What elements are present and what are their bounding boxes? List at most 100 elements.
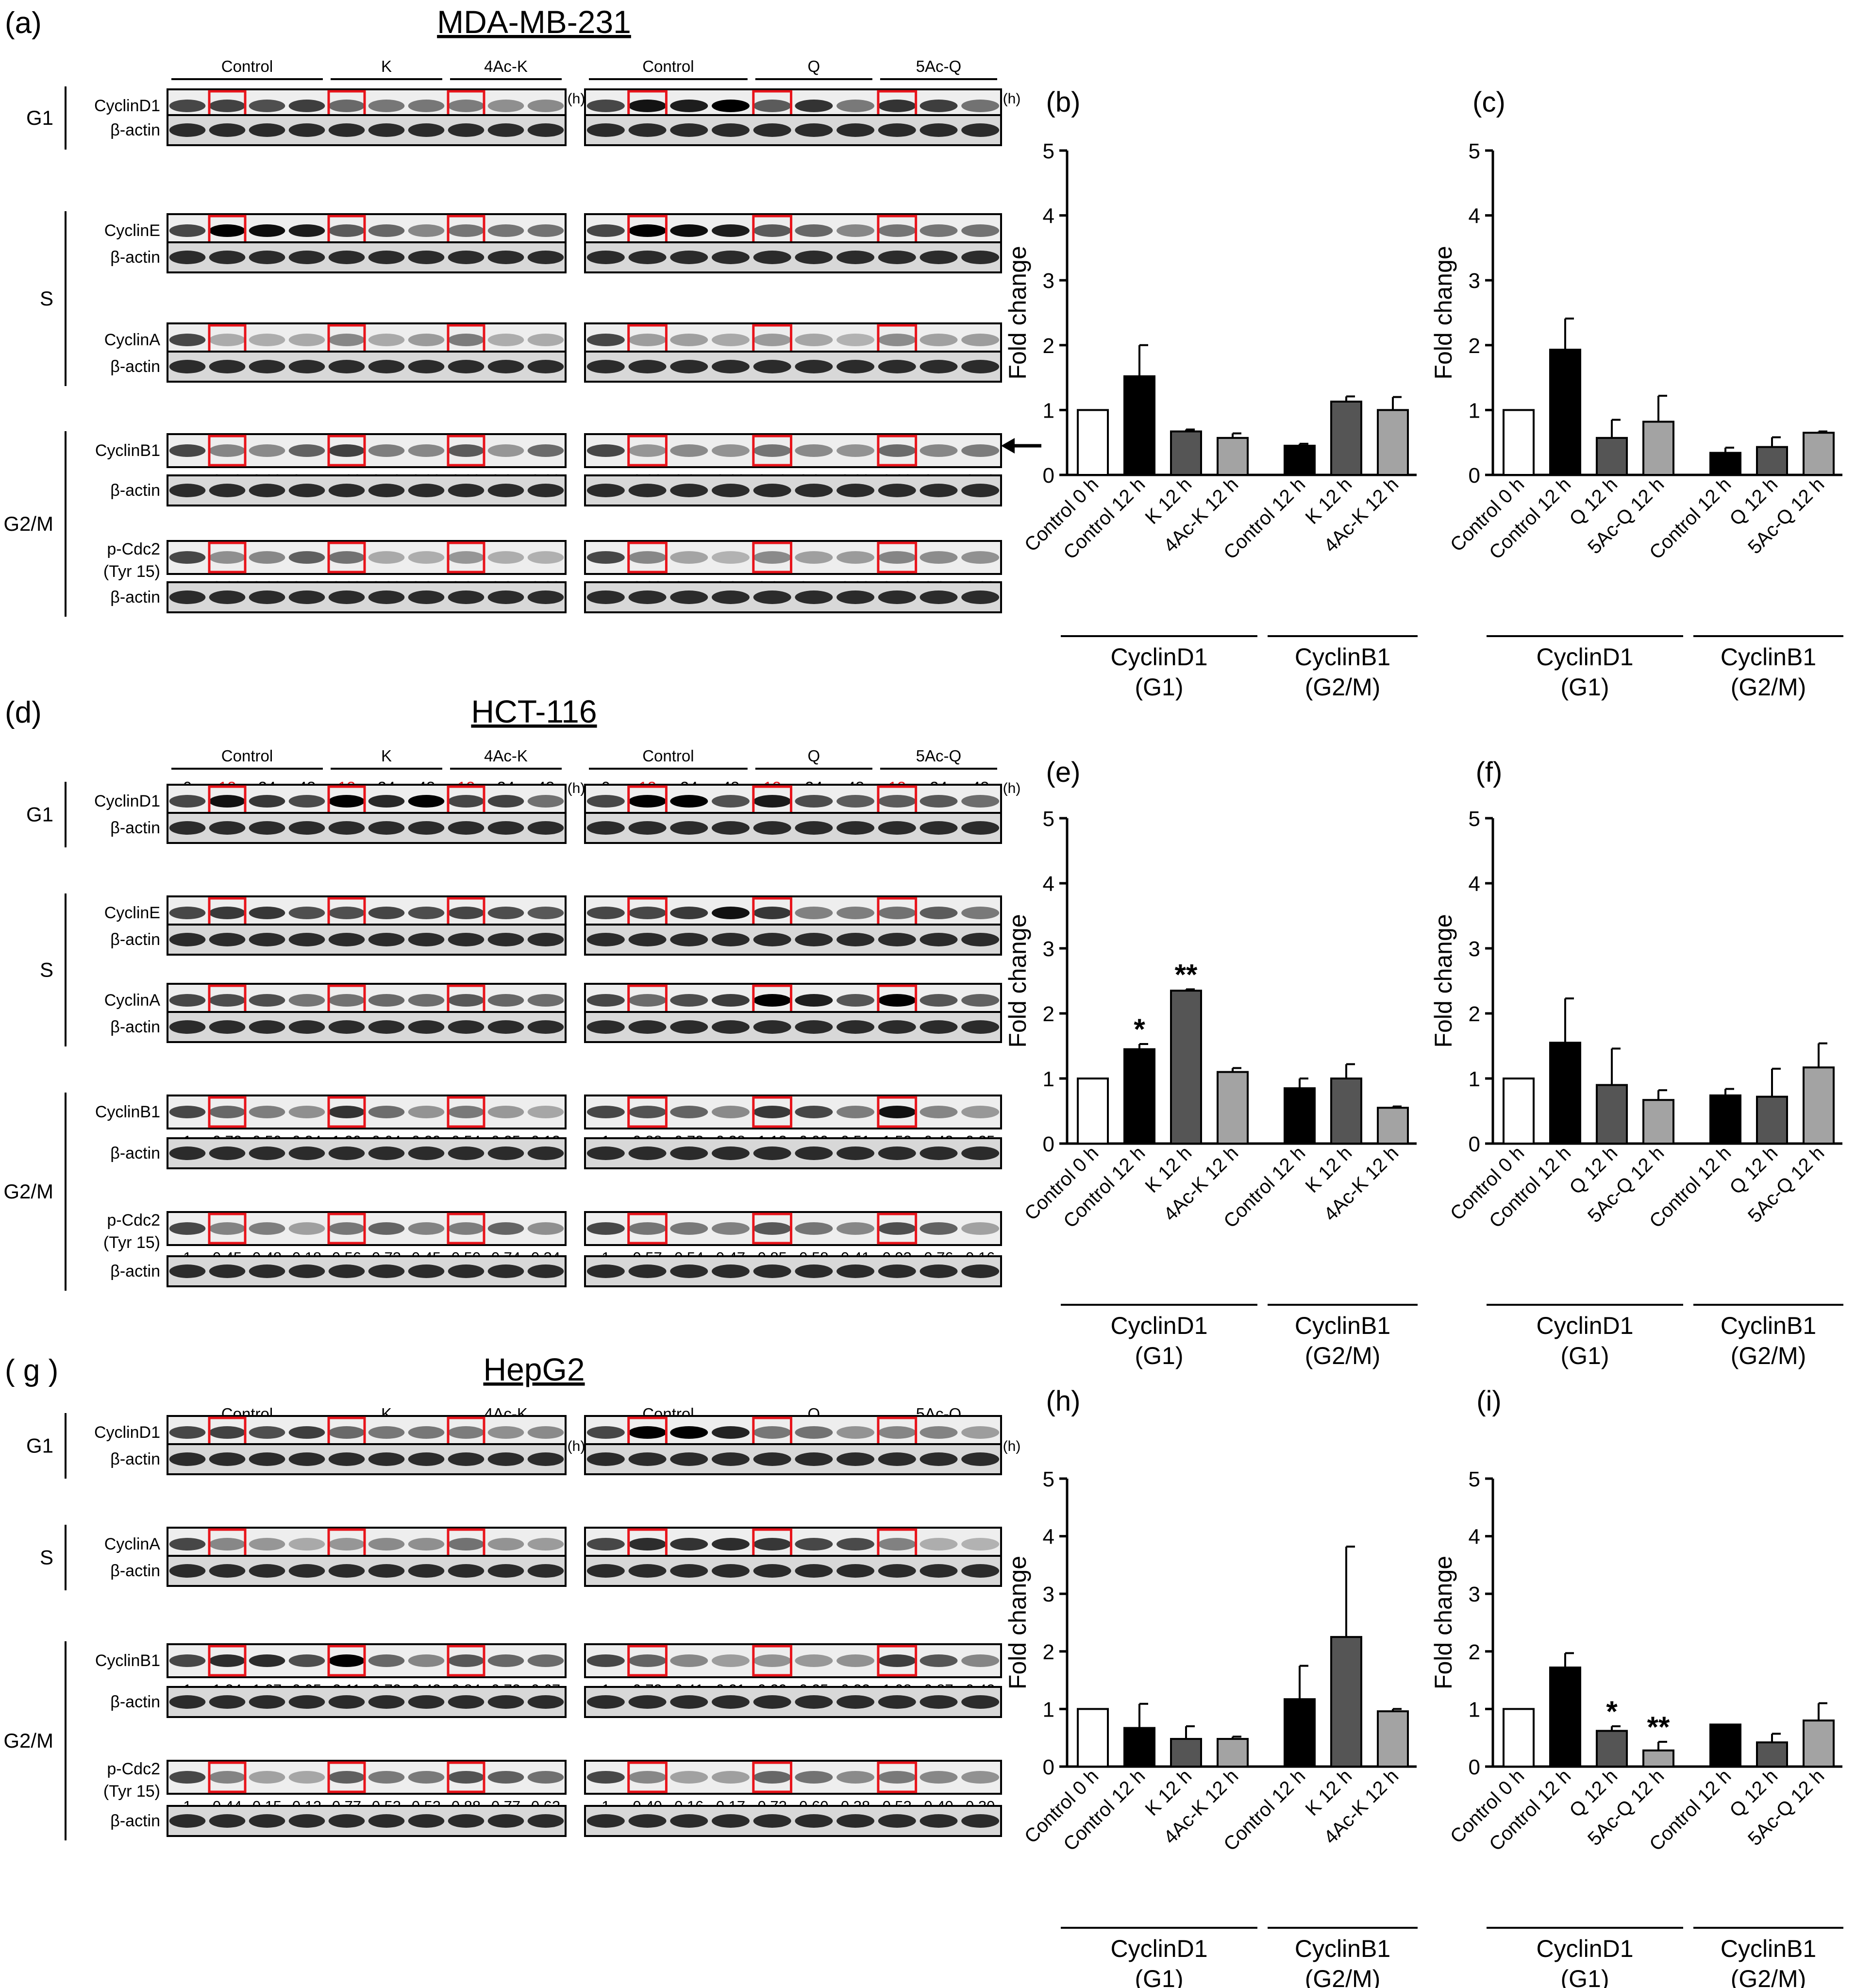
blot-band xyxy=(487,123,524,137)
blot-band xyxy=(920,1222,958,1235)
treatment-group-label: Control xyxy=(642,747,694,765)
blot-band xyxy=(288,1814,325,1828)
blot-band xyxy=(795,1222,833,1235)
blot-band xyxy=(448,590,485,604)
blot-band xyxy=(408,1814,445,1828)
blot-band xyxy=(527,795,564,808)
blot-band xyxy=(448,1771,485,1784)
blot-band xyxy=(961,590,1000,604)
y-tick-label: 3 xyxy=(1043,269,1054,293)
blot-band xyxy=(920,484,958,497)
blot-band xyxy=(527,551,564,564)
blot-band xyxy=(448,360,485,373)
group-phase: (G2/M) xyxy=(1305,1342,1381,1369)
blot-band xyxy=(209,484,246,497)
bar xyxy=(1217,1071,1249,1145)
blot-band xyxy=(795,907,833,919)
y-tick-label: 2 xyxy=(1043,1640,1054,1664)
blot-band xyxy=(288,1106,325,1118)
highlight-box xyxy=(447,1761,485,1793)
time-unit-label: (h) xyxy=(568,1438,585,1454)
blot-band xyxy=(711,224,750,237)
blot-band xyxy=(878,444,916,457)
blot-band xyxy=(249,360,285,373)
blot-band xyxy=(628,1264,667,1278)
group-phase: (G1) xyxy=(1135,1965,1184,1988)
blot-band xyxy=(487,224,524,237)
blot-band xyxy=(795,1264,833,1278)
blot-section-2: (d)HCT-116ControlK4Ac-K01224481224481224… xyxy=(3,693,1020,1291)
blot-band xyxy=(328,1654,365,1667)
blot-band xyxy=(836,1771,875,1784)
blot-band xyxy=(328,484,365,497)
blot-band xyxy=(527,1106,564,1118)
significance-mark: * xyxy=(1606,1695,1618,1728)
blot-band xyxy=(527,994,564,1007)
blot-band xyxy=(368,551,405,564)
blot-band xyxy=(448,1146,485,1160)
blot-band xyxy=(586,994,625,1007)
y-tick-label: 0 xyxy=(1469,1132,1480,1156)
group-name: CyclinB1 xyxy=(1721,1312,1816,1339)
blot-strip xyxy=(584,433,1002,468)
blot-band xyxy=(711,1264,750,1278)
blot-strip xyxy=(584,540,1002,575)
blot-band xyxy=(209,360,246,373)
blot-band xyxy=(586,444,625,457)
highlight-box xyxy=(627,435,668,467)
blot-band xyxy=(249,224,285,237)
blot-band xyxy=(711,551,750,564)
chart-panel-label: (b) xyxy=(1046,86,1081,118)
y-tick-label: 2 xyxy=(1043,1002,1054,1026)
highlight-box xyxy=(208,1213,247,1245)
blot-band xyxy=(878,994,916,1007)
y-axis-title: Fold change xyxy=(1430,914,1457,1047)
blot-band xyxy=(368,1654,405,1667)
blot-band xyxy=(753,1264,791,1278)
bar xyxy=(1596,1084,1628,1145)
blot-band xyxy=(527,907,564,919)
blot-band xyxy=(920,1695,958,1709)
blot-band xyxy=(836,1814,875,1828)
blot-band xyxy=(753,1814,791,1828)
blot-band xyxy=(920,1264,958,1278)
blot-band xyxy=(487,551,524,564)
group-phase: (G2/M) xyxy=(1305,1965,1381,1988)
highlight-box xyxy=(877,1213,918,1245)
blot-band xyxy=(487,1452,524,1466)
blot-band xyxy=(836,484,875,497)
blot-band xyxy=(209,1452,246,1466)
blot-band xyxy=(795,821,833,835)
blot-band xyxy=(961,933,1000,946)
blot-band xyxy=(328,994,365,1007)
blot-band xyxy=(288,251,325,264)
protein-label: CyclinA xyxy=(104,991,161,1010)
blot-band xyxy=(209,1654,246,1667)
blot-band xyxy=(328,1264,365,1278)
blot-band xyxy=(878,334,916,346)
blot-band xyxy=(328,1020,365,1034)
bar xyxy=(1284,1698,1316,1768)
treatment-group-label: Control xyxy=(642,57,694,75)
blot-band xyxy=(670,1146,708,1160)
blot-band xyxy=(288,100,325,112)
blot-band xyxy=(209,1264,246,1278)
highlight-box xyxy=(752,541,793,573)
blot-band xyxy=(487,821,524,835)
blot-band xyxy=(920,1654,958,1667)
blot-band xyxy=(753,1452,791,1466)
blot-band xyxy=(836,1452,875,1466)
blot-band xyxy=(670,1106,708,1118)
blot-band xyxy=(753,1146,791,1160)
blot-band xyxy=(487,1538,524,1550)
blot-band xyxy=(209,907,246,919)
blot-band xyxy=(169,1771,206,1784)
blot-band xyxy=(169,1222,206,1235)
blot-band xyxy=(586,334,625,346)
blot-band xyxy=(878,1814,916,1828)
blot-band xyxy=(795,1814,833,1828)
blot-band xyxy=(795,444,833,457)
treatment-group-label: Control xyxy=(221,747,273,765)
highlight-box xyxy=(627,1645,668,1677)
blot-band xyxy=(209,590,246,604)
